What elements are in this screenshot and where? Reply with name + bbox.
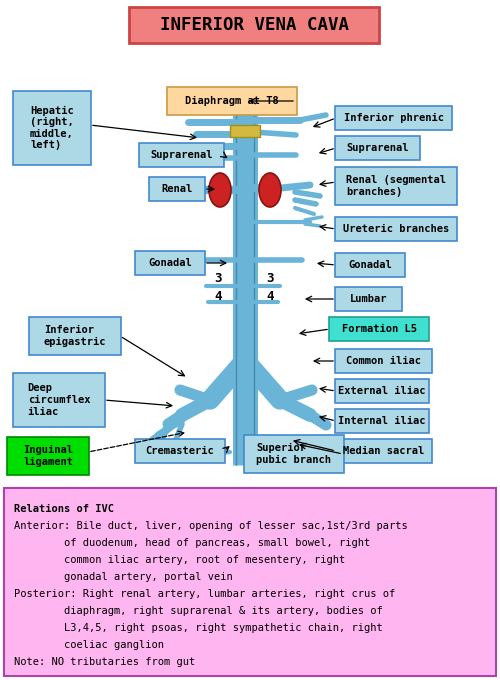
Text: Anterior: Bile duct, liver, opening of lesser sac,1st/3rd parts: Anterior: Bile duct, liver, opening of l… <box>14 521 408 531</box>
FancyBboxPatch shape <box>329 317 429 341</box>
Text: gonadal artery, portal vein: gonadal artery, portal vein <box>14 572 233 582</box>
Text: Cremasteric: Cremasteric <box>146 446 214 456</box>
Text: 4: 4 <box>266 290 274 303</box>
FancyBboxPatch shape <box>230 125 260 137</box>
FancyBboxPatch shape <box>335 379 429 403</box>
FancyBboxPatch shape <box>4 488 496 676</box>
FancyBboxPatch shape <box>335 349 432 373</box>
FancyBboxPatch shape <box>335 287 402 311</box>
Text: Median sacral: Median sacral <box>343 446 424 456</box>
Text: Renal: Renal <box>162 184 192 194</box>
FancyBboxPatch shape <box>13 91 91 165</box>
Text: Deep
circumflex
iliac: Deep circumflex iliac <box>28 384 90 417</box>
FancyBboxPatch shape <box>29 317 121 355</box>
FancyBboxPatch shape <box>335 439 432 463</box>
Text: 3: 3 <box>266 271 274 284</box>
FancyBboxPatch shape <box>335 253 405 277</box>
FancyBboxPatch shape <box>335 217 457 241</box>
FancyBboxPatch shape <box>129 7 379 43</box>
FancyBboxPatch shape <box>244 435 344 473</box>
Text: 3: 3 <box>214 271 222 284</box>
FancyBboxPatch shape <box>335 106 452 130</box>
Text: diaphragm, right suprarenal & its artery, bodies of: diaphragm, right suprarenal & its artery… <box>14 606 383 616</box>
Text: Gonadal: Gonadal <box>348 260 392 270</box>
Text: Inguinal
ligament: Inguinal ligament <box>23 445 73 467</box>
Text: L3,4,5, right psoas, right sympathetic chain, right: L3,4,5, right psoas, right sympathetic c… <box>14 623 383 633</box>
FancyBboxPatch shape <box>335 167 457 205</box>
Text: Superior
pubic branch: Superior pubic branch <box>256 443 332 465</box>
Text: common iliac artery, root of mesentery, right: common iliac artery, root of mesentery, … <box>14 555 345 565</box>
Text: Posterior: Right renal artery, lumbar arteries, right crus of: Posterior: Right renal artery, lumbar ar… <box>14 589 395 599</box>
Text: Formation L5: Formation L5 <box>342 324 416 334</box>
Text: Inferior phrenic: Inferior phrenic <box>344 113 444 123</box>
Text: Suprarenal: Suprarenal <box>150 150 213 160</box>
FancyBboxPatch shape <box>139 143 224 167</box>
Text: Inferior
epigastric: Inferior epigastric <box>44 325 106 347</box>
Text: Internal iliac: Internal iliac <box>338 416 426 426</box>
Text: Relations of IVC: Relations of IVC <box>14 504 114 514</box>
Text: Suprarenal: Suprarenal <box>346 143 409 153</box>
Ellipse shape <box>259 173 281 207</box>
FancyBboxPatch shape <box>13 373 105 427</box>
Ellipse shape <box>209 173 231 207</box>
FancyBboxPatch shape <box>149 177 205 201</box>
FancyBboxPatch shape <box>335 136 420 160</box>
Text: of duodenum, head of pancreas, small bowel, right: of duodenum, head of pancreas, small bow… <box>14 538 370 548</box>
Text: Ureteric branches: Ureteric branches <box>343 224 449 234</box>
FancyBboxPatch shape <box>135 251 205 275</box>
Text: Hepatic
(right,
middle,
left): Hepatic (right, middle, left) <box>30 105 74 150</box>
Text: 4: 4 <box>214 290 222 303</box>
Ellipse shape <box>236 100 254 110</box>
Text: Gonadal: Gonadal <box>148 258 192 268</box>
Text: Lumbar: Lumbar <box>350 294 387 304</box>
Text: coeliac ganglion: coeliac ganglion <box>14 640 164 650</box>
Text: Note: NO tributaries from gut: Note: NO tributaries from gut <box>14 657 195 667</box>
Text: Common iliac: Common iliac <box>346 356 421 366</box>
FancyBboxPatch shape <box>7 437 89 475</box>
Text: Diaphragm at T8: Diaphragm at T8 <box>185 96 279 106</box>
FancyBboxPatch shape <box>167 87 297 115</box>
Text: External iliac: External iliac <box>338 386 426 396</box>
FancyBboxPatch shape <box>335 409 429 433</box>
FancyBboxPatch shape <box>135 439 225 463</box>
Text: Renal (segmental
branches): Renal (segmental branches) <box>346 175 446 197</box>
Text: INFERIOR VENA CAVA: INFERIOR VENA CAVA <box>160 16 348 34</box>
